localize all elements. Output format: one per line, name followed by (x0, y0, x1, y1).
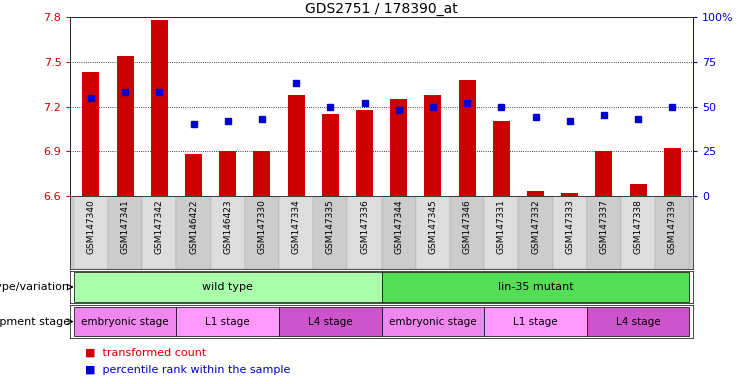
Text: lin-35 mutant: lin-35 mutant (498, 282, 574, 292)
Bar (553, 196, 587, 269)
Bar (391, 99, 408, 196)
Bar (527, 191, 544, 196)
Text: GSM147337: GSM147337 (599, 200, 608, 254)
Text: GSM147336: GSM147336 (360, 200, 369, 254)
Bar (484, 307, 587, 336)
Bar (450, 196, 484, 269)
Text: GSM147331: GSM147331 (496, 200, 506, 254)
Text: GSM147333: GSM147333 (565, 200, 574, 254)
Bar (116, 56, 133, 196)
Text: GSM146423: GSM146423 (223, 200, 232, 254)
Bar (382, 307, 484, 336)
Text: GSM147334: GSM147334 (292, 200, 301, 254)
Bar (587, 196, 621, 269)
Text: development stage: development stage (0, 316, 70, 327)
Text: GSM147338: GSM147338 (634, 200, 642, 254)
Text: embryonic stage: embryonic stage (82, 316, 169, 327)
Bar (74, 272, 382, 302)
Bar (484, 196, 519, 269)
Bar (382, 196, 416, 269)
Bar (82, 72, 99, 196)
Bar (74, 196, 108, 269)
Bar (279, 307, 382, 336)
Text: GSM147341: GSM147341 (121, 200, 130, 254)
Text: L4 stage: L4 stage (308, 316, 353, 327)
Text: L1 stage: L1 stage (205, 316, 250, 327)
Bar (322, 114, 339, 196)
Title: GDS2751 / 178390_at: GDS2751 / 178390_at (305, 2, 458, 16)
Bar (356, 109, 373, 196)
Text: ■  transformed count: ■ transformed count (85, 348, 207, 358)
Bar (655, 196, 689, 269)
Bar (459, 80, 476, 196)
Bar (664, 148, 681, 196)
Bar (245, 196, 279, 269)
Text: GSM147344: GSM147344 (394, 200, 403, 254)
Text: embryonic stage: embryonic stage (389, 316, 476, 327)
Bar (587, 307, 689, 336)
Bar (630, 184, 647, 196)
Text: GSM147332: GSM147332 (531, 200, 540, 254)
Bar (210, 196, 245, 269)
Bar (279, 196, 313, 269)
Bar (519, 196, 553, 269)
Text: ■  percentile rank within the sample: ■ percentile rank within the sample (85, 365, 290, 375)
Bar (348, 196, 382, 269)
Bar (382, 272, 689, 302)
Bar (219, 151, 236, 196)
Bar (313, 196, 348, 269)
Bar (253, 151, 270, 196)
Bar (425, 94, 442, 196)
Bar (416, 196, 450, 269)
Text: GSM146422: GSM146422 (189, 200, 198, 254)
Bar (150, 20, 168, 196)
Bar (142, 196, 176, 269)
Bar (176, 307, 279, 336)
Text: GSM147330: GSM147330 (257, 200, 267, 254)
Text: L4 stage: L4 stage (616, 316, 660, 327)
Text: GSM147345: GSM147345 (428, 200, 437, 254)
Bar (185, 154, 202, 196)
Bar (176, 196, 210, 269)
Bar (595, 151, 613, 196)
Bar (108, 196, 142, 269)
Bar (288, 94, 305, 196)
Bar (621, 196, 655, 269)
Text: GSM147339: GSM147339 (668, 200, 677, 254)
Text: GSM147346: GSM147346 (462, 200, 471, 254)
Bar (493, 121, 510, 196)
Bar (561, 193, 578, 196)
Text: GSM147340: GSM147340 (87, 200, 96, 254)
Text: genotype/variation: genotype/variation (0, 282, 70, 292)
Text: wild type: wild type (202, 282, 253, 292)
Text: GSM147335: GSM147335 (326, 200, 335, 254)
Text: GSM147342: GSM147342 (155, 200, 164, 254)
Text: L1 stage: L1 stage (514, 316, 558, 327)
Bar (74, 307, 176, 336)
